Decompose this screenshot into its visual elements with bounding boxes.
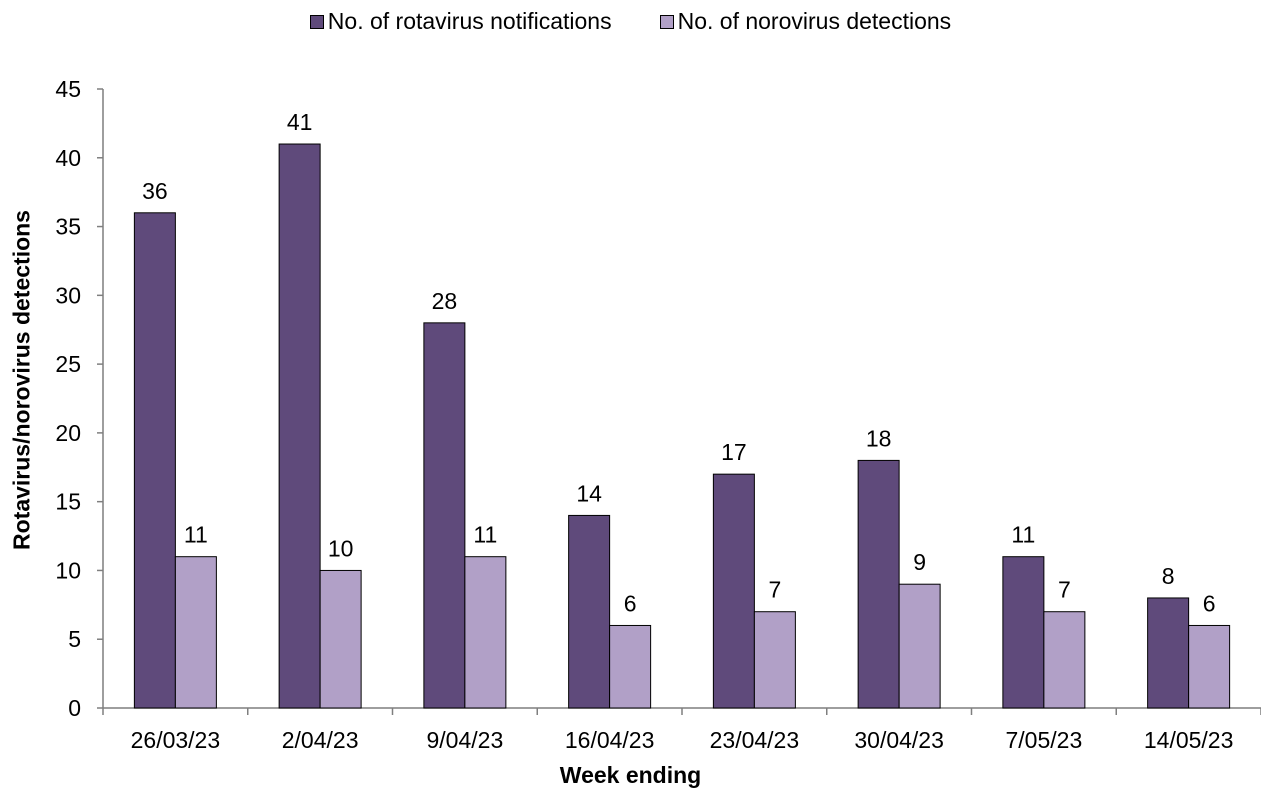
- data-label-rotavirus: 14: [576, 480, 602, 506]
- data-label-norovirus: 7: [768, 577, 781, 603]
- bar-norovirus: [464, 556, 507, 709]
- bar-rotavirus: [1147, 597, 1190, 709]
- legend-item-rotavirus: No. of rotavirus notifications: [309, 8, 612, 35]
- data-label-rotavirus: 41: [287, 109, 313, 135]
- legend-swatch-norovirus: [659, 14, 674, 29]
- y-tick-label: 5: [68, 626, 81, 652]
- legend-item-norovirus: No. of norovirus detections: [659, 8, 952, 35]
- bar-rotavirus: [423, 322, 466, 709]
- y-tick-label: 20: [55, 420, 81, 446]
- x-tick-label: 23/04/23: [710, 727, 800, 753]
- x-axis-title: Week ending: [559, 762, 702, 788]
- bar-rotavirus: [857, 459, 900, 709]
- bar-rotavirus: [1002, 556, 1045, 709]
- data-label-rotavirus: 11: [1011, 522, 1035, 548]
- bar-rotavirus: [568, 514, 611, 709]
- bar-rotavirus: [712, 473, 755, 709]
- bar-norovirus: [753, 611, 796, 709]
- x-tick-label: 7/05/23: [1006, 727, 1083, 753]
- data-label-rotavirus: 28: [432, 288, 458, 314]
- legend-label-norovirus: No. of norovirus detections: [677, 8, 952, 34]
- y-tick-label: 35: [55, 214, 81, 240]
- x-tick-label: 16/04/23: [565, 727, 655, 753]
- bar-rotavirus: [278, 143, 321, 709]
- legend-swatch-rotavirus: [309, 14, 324, 29]
- data-label-norovirus: 6: [624, 590, 637, 616]
- legend-label-rotavirus: No. of rotavirus notifications: [327, 8, 612, 34]
- data-label-norovirus: 9: [913, 549, 926, 575]
- y-tick-label: 45: [55, 76, 81, 102]
- x-tick-label: 2/04/23: [282, 727, 359, 753]
- data-label-rotavirus: 18: [866, 425, 892, 451]
- y-tick-label: 15: [55, 489, 81, 515]
- data-label-rotavirus: 8: [1162, 563, 1175, 589]
- data-label-rotavirus: 17: [721, 439, 747, 465]
- data-label-rotavirus: 36: [142, 178, 168, 204]
- bar-norovirus: [174, 556, 217, 709]
- data-label-norovirus: 11: [473, 522, 497, 548]
- x-tick-label: 26/03/23: [131, 727, 221, 753]
- data-label-norovirus: 11: [184, 522, 208, 548]
- data-label-norovirus: 6: [1203, 590, 1216, 616]
- x-tick-label: 9/04/23: [427, 727, 504, 753]
- bar-norovirus: [898, 583, 941, 709]
- legend: No. of rotavirus notifications No. of no…: [0, 8, 1261, 35]
- y-tick-label: 10: [55, 557, 81, 583]
- bar-rotavirus: [133, 212, 176, 709]
- bar-norovirus: [319, 569, 362, 709]
- y-tick-label: 30: [55, 282, 81, 308]
- x-tick-label: 14/05/23: [1144, 727, 1234, 753]
- bar-norovirus: [1043, 611, 1086, 709]
- y-tick-label: 0: [68, 695, 81, 721]
- x-tick-label: 30/04/23: [854, 727, 944, 753]
- data-label-norovirus: 7: [1058, 577, 1071, 603]
- data-label-norovirus: 10: [328, 535, 354, 561]
- bar-norovirus: [1188, 624, 1231, 709]
- bar-norovirus: [609, 624, 652, 709]
- y-tick-label: 25: [55, 351, 81, 377]
- y-tick-label: 40: [55, 145, 81, 171]
